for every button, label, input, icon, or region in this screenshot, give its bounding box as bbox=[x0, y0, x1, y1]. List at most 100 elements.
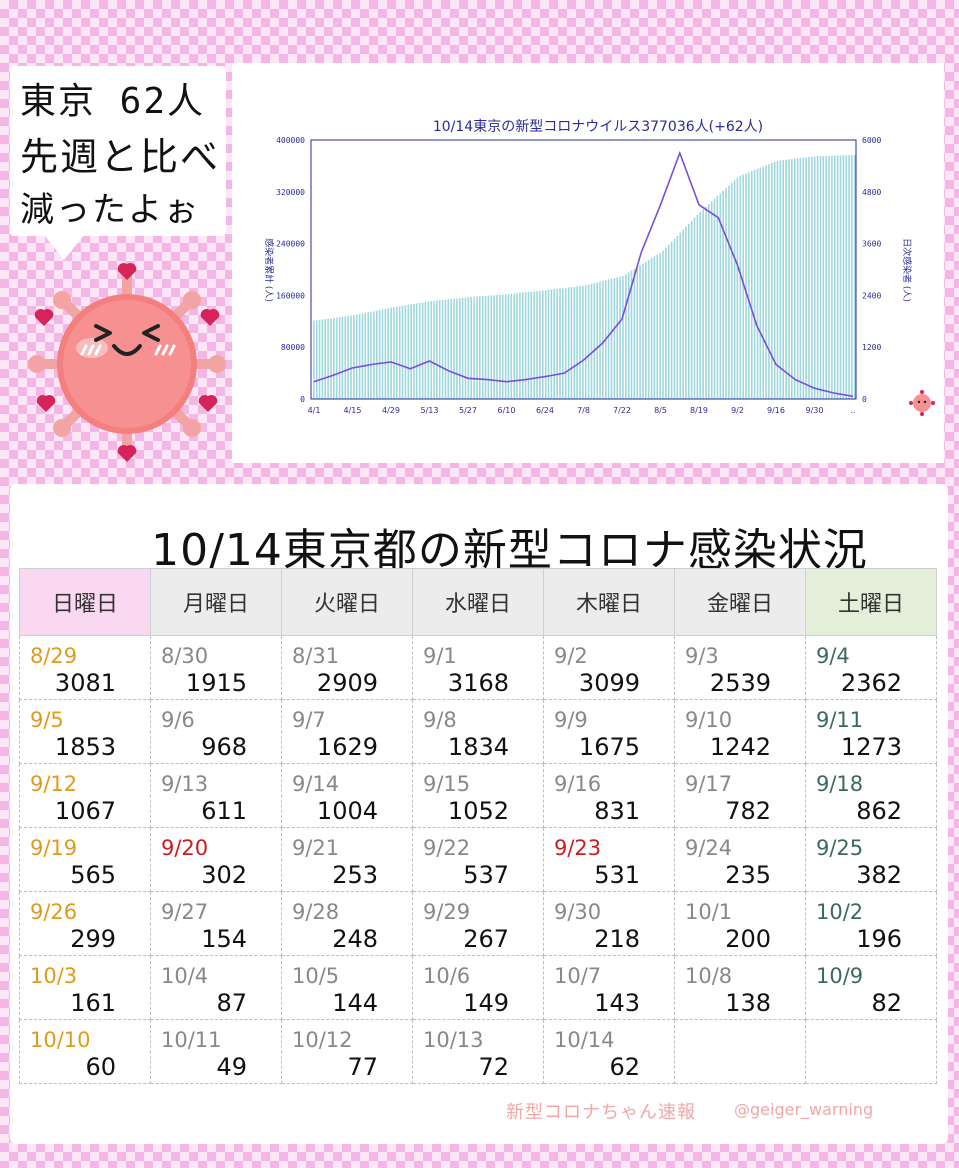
cumulative-bar bbox=[811, 156, 813, 399]
y-tick-left-label: 0 bbox=[300, 395, 305, 404]
cumulative-bar bbox=[722, 190, 724, 399]
calendar-day-cell: 10/4 87 bbox=[150, 955, 282, 1020]
calendar-day-cell: 9/2 3099 bbox=[543, 635, 675, 700]
cumulative-bar bbox=[702, 209, 704, 399]
calendar-day-cell: 10/10 60 bbox=[19, 1019, 151, 1084]
day-date-label: 10/8 bbox=[685, 964, 733, 988]
calendar-day-cell: 9/12 1067 bbox=[19, 763, 151, 828]
cumulative-bar bbox=[476, 296, 478, 399]
day-date-label: 8/31 bbox=[292, 644, 340, 668]
weekday-header: 水曜日 bbox=[412, 568, 544, 636]
calendar-day-cell: 9/28 248 bbox=[281, 891, 413, 956]
cumulative-bar bbox=[433, 300, 435, 399]
cumulative-bar bbox=[496, 294, 498, 399]
weekday-header: 月曜日 bbox=[150, 568, 282, 636]
cumulative-bar bbox=[653, 256, 656, 399]
cumulative-bar bbox=[553, 289, 555, 399]
day-date-label: 9/22 bbox=[423, 836, 471, 860]
day-date-label: 9/6 bbox=[161, 708, 195, 732]
calendar-day-cell bbox=[674, 1019, 806, 1084]
calendar-week-row: 8/29 3081 8/30 1915 8/31 2909 9/1 3168 9/2 3099 9/… bbox=[19, 635, 937, 700]
day-date-label: 9/30 bbox=[554, 900, 602, 924]
day-case-count: 2909 bbox=[316, 669, 378, 697]
day-date-label: 9/27 bbox=[161, 900, 209, 924]
cumulative-bar bbox=[716, 196, 719, 399]
cumulative-bar bbox=[619, 276, 621, 399]
cumulative-bar bbox=[544, 290, 547, 399]
cumulative-bar bbox=[690, 220, 693, 399]
day-date-label: 9/10 bbox=[685, 708, 733, 732]
cumulative-bar bbox=[564, 287, 567, 399]
cumulative-bar bbox=[444, 299, 447, 399]
day-date-label: 10/3 bbox=[30, 964, 78, 988]
cumulative-bar bbox=[427, 301, 430, 399]
calendar-day-cell: 10/11 49 bbox=[150, 1019, 282, 1084]
calendar-day-cell: 9/17 782 bbox=[674, 763, 806, 828]
cumulative-bar bbox=[416, 303, 418, 399]
day-date-label: 10/5 bbox=[292, 964, 340, 988]
speech-bubble-tail bbox=[40, 230, 88, 260]
cumulative-bar bbox=[527, 291, 530, 399]
day-date-label: 9/3 bbox=[685, 644, 719, 668]
cumulative-bar bbox=[315, 320, 318, 399]
cumulative-bar bbox=[318, 319, 321, 399]
cumulative-bar bbox=[447, 299, 450, 399]
x-tick-label: 7/22 bbox=[613, 406, 631, 415]
cumulative-bar bbox=[602, 281, 604, 399]
calendar-day-cell: 9/19 565 bbox=[19, 827, 151, 892]
calendar-day-cell: 9/15 1052 bbox=[412, 763, 544, 828]
day-case-count: 82 bbox=[871, 989, 902, 1017]
day-case-count: 968 bbox=[201, 733, 247, 761]
cumulative-bar bbox=[479, 296, 481, 399]
cumulative-bar bbox=[355, 314, 358, 399]
cumulative-bar bbox=[813, 156, 816, 399]
cumulative-bar bbox=[848, 155, 850, 399]
cumulative-bar bbox=[513, 293, 515, 399]
calendar-day-cell: 9/7 1629 bbox=[281, 699, 413, 764]
day-case-count: 235 bbox=[725, 861, 771, 889]
cumulative-bar bbox=[567, 287, 570, 399]
cumulative-bar bbox=[430, 301, 432, 399]
cumulative-bar bbox=[785, 159, 787, 399]
cumulative-bar bbox=[650, 258, 653, 399]
daily-cases-line bbox=[313, 150, 854, 398]
x-tick-label: 9/30 bbox=[806, 406, 824, 415]
cumulative-bar bbox=[719, 193, 722, 399]
cumulative-bar bbox=[599, 281, 601, 399]
day-case-count: 77 bbox=[347, 1053, 378, 1081]
y-tick-right-label: 3600 bbox=[862, 240, 881, 249]
cumulative-bar bbox=[759, 167, 762, 399]
day-date-label: 9/9 bbox=[554, 708, 588, 732]
calendar-day-cell: 10/8 138 bbox=[674, 955, 806, 1020]
calendar-week-row: 10/10 60 10/11 49 10/12 77 10/13 72 10/14 62 bbox=[19, 1019, 937, 1084]
day-case-count: 154 bbox=[201, 925, 247, 953]
cumulative-bar bbox=[547, 289, 550, 399]
cumulative-bar bbox=[834, 155, 836, 399]
calendar-day-cell: 9/27 154 bbox=[150, 891, 282, 956]
day-date-label: 9/1 bbox=[423, 644, 457, 668]
cumulative-bar bbox=[782, 160, 784, 399]
cumulative-bar bbox=[335, 317, 338, 399]
cumulative-bar bbox=[481, 296, 484, 399]
cumulative-bar bbox=[576, 286, 578, 399]
calendar-day-cell: 9/23 531 bbox=[543, 827, 675, 892]
cumulative-bar bbox=[530, 291, 533, 399]
x-tick-label: 5/27 bbox=[459, 406, 477, 415]
cumulative-bar bbox=[542, 290, 544, 399]
x-tick-label: 4/29 bbox=[382, 406, 400, 415]
day-case-count: 611 bbox=[201, 797, 247, 825]
day-case-count: 1273 bbox=[840, 733, 902, 761]
cumulative-bar bbox=[756, 168, 759, 399]
cumulative-bar bbox=[819, 156, 822, 399]
day-case-count: 161 bbox=[70, 989, 116, 1017]
cumulative-bar bbox=[762, 166, 764, 399]
x-tick-label: 8/5 bbox=[654, 406, 667, 415]
calendar-day-cell: 9/4 2362 bbox=[805, 635, 937, 700]
x-tick-label: 6/24 bbox=[536, 406, 554, 415]
cumulative-bar bbox=[796, 158, 799, 399]
cumulative-bar bbox=[825, 155, 827, 399]
day-date-label: 8/30 bbox=[161, 644, 209, 668]
calendar-day-cell: 9/30 218 bbox=[543, 891, 675, 956]
calendar-day-cell bbox=[805, 1019, 937, 1084]
day-case-count: 253 bbox=[332, 861, 378, 889]
